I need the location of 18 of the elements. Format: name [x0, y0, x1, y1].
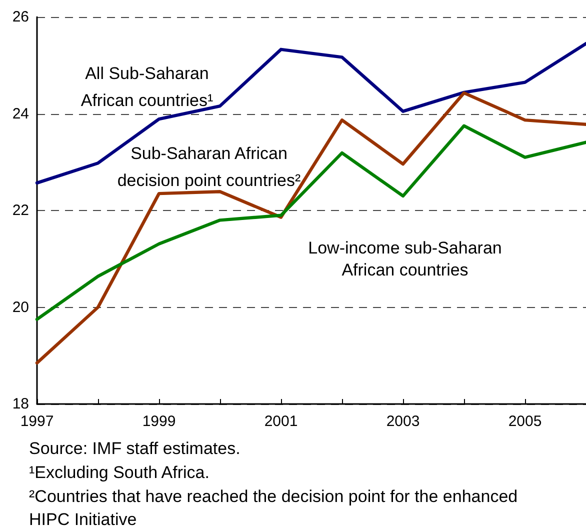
- y-tick-label: 26: [12, 8, 29, 26]
- line-series: [35, 91, 586, 364]
- series-label: All Sub-Saharan African countries¹: [80, 64, 214, 110]
- line-series: [35, 124, 586, 321]
- x-tick-label: 2003: [386, 413, 420, 430]
- y-tick-label: 18: [12, 396, 29, 412]
- x-tick-label: 1999: [142, 413, 176, 430]
- y-tick-label: 24: [12, 105, 29, 122]
- text: Low-income sub-Saharan African countries: [308, 238, 502, 280]
- text: ¹Excluding South Africa.: [29, 463, 210, 482]
- x-tick-label: 2005: [508, 413, 542, 430]
- x-tick-label: 2001: [264, 413, 298, 430]
- series-label: Sub-Saharan African decision point countries²: [117, 144, 301, 190]
- text: ²Countries that have reached the decision point for the enhanced HIPC Initiative: [29, 487, 518, 527]
- y-tick-label: 22: [12, 202, 29, 219]
- source-note: Source: IMF staff estimates.: [29, 439, 240, 458]
- x-tick-label: 1997: [20, 413, 54, 430]
- y-tick-label: 20: [12, 298, 29, 316]
